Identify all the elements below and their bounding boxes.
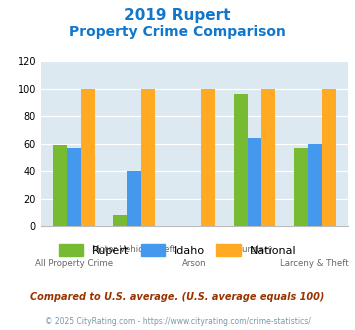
Bar [53, 145, 67, 226]
Text: All Property Crime: All Property Crime [35, 259, 113, 268]
Text: Larceny & Theft: Larceny & Theft [280, 259, 349, 268]
Bar [81, 88, 95, 226]
Text: © 2025 CityRating.com - https://www.cityrating.com/crime-statistics/: © 2025 CityRating.com - https://www.city… [45, 317, 310, 326]
Bar [234, 94, 248, 226]
Text: Property Crime Comparison: Property Crime Comparison [69, 25, 286, 39]
Bar [141, 88, 155, 226]
Text: 2019 Rupert: 2019 Rupert [124, 8, 231, 23]
Legend: Rupert, Idaho, National: Rupert, Idaho, National [54, 240, 301, 260]
Bar [127, 171, 141, 226]
Text: Arson: Arson [182, 259, 207, 268]
Bar [113, 215, 127, 226]
Bar [248, 138, 262, 226]
Bar [201, 88, 215, 226]
Text: Burglary: Burglary [236, 246, 273, 254]
Bar [262, 88, 275, 226]
Bar [67, 148, 81, 226]
Text: Motor Vehicle Theft: Motor Vehicle Theft [92, 246, 176, 254]
Bar [308, 144, 322, 226]
Bar [294, 148, 308, 226]
Text: Compared to U.S. average. (U.S. average equals 100): Compared to U.S. average. (U.S. average … [30, 292, 325, 302]
Bar [322, 88, 335, 226]
